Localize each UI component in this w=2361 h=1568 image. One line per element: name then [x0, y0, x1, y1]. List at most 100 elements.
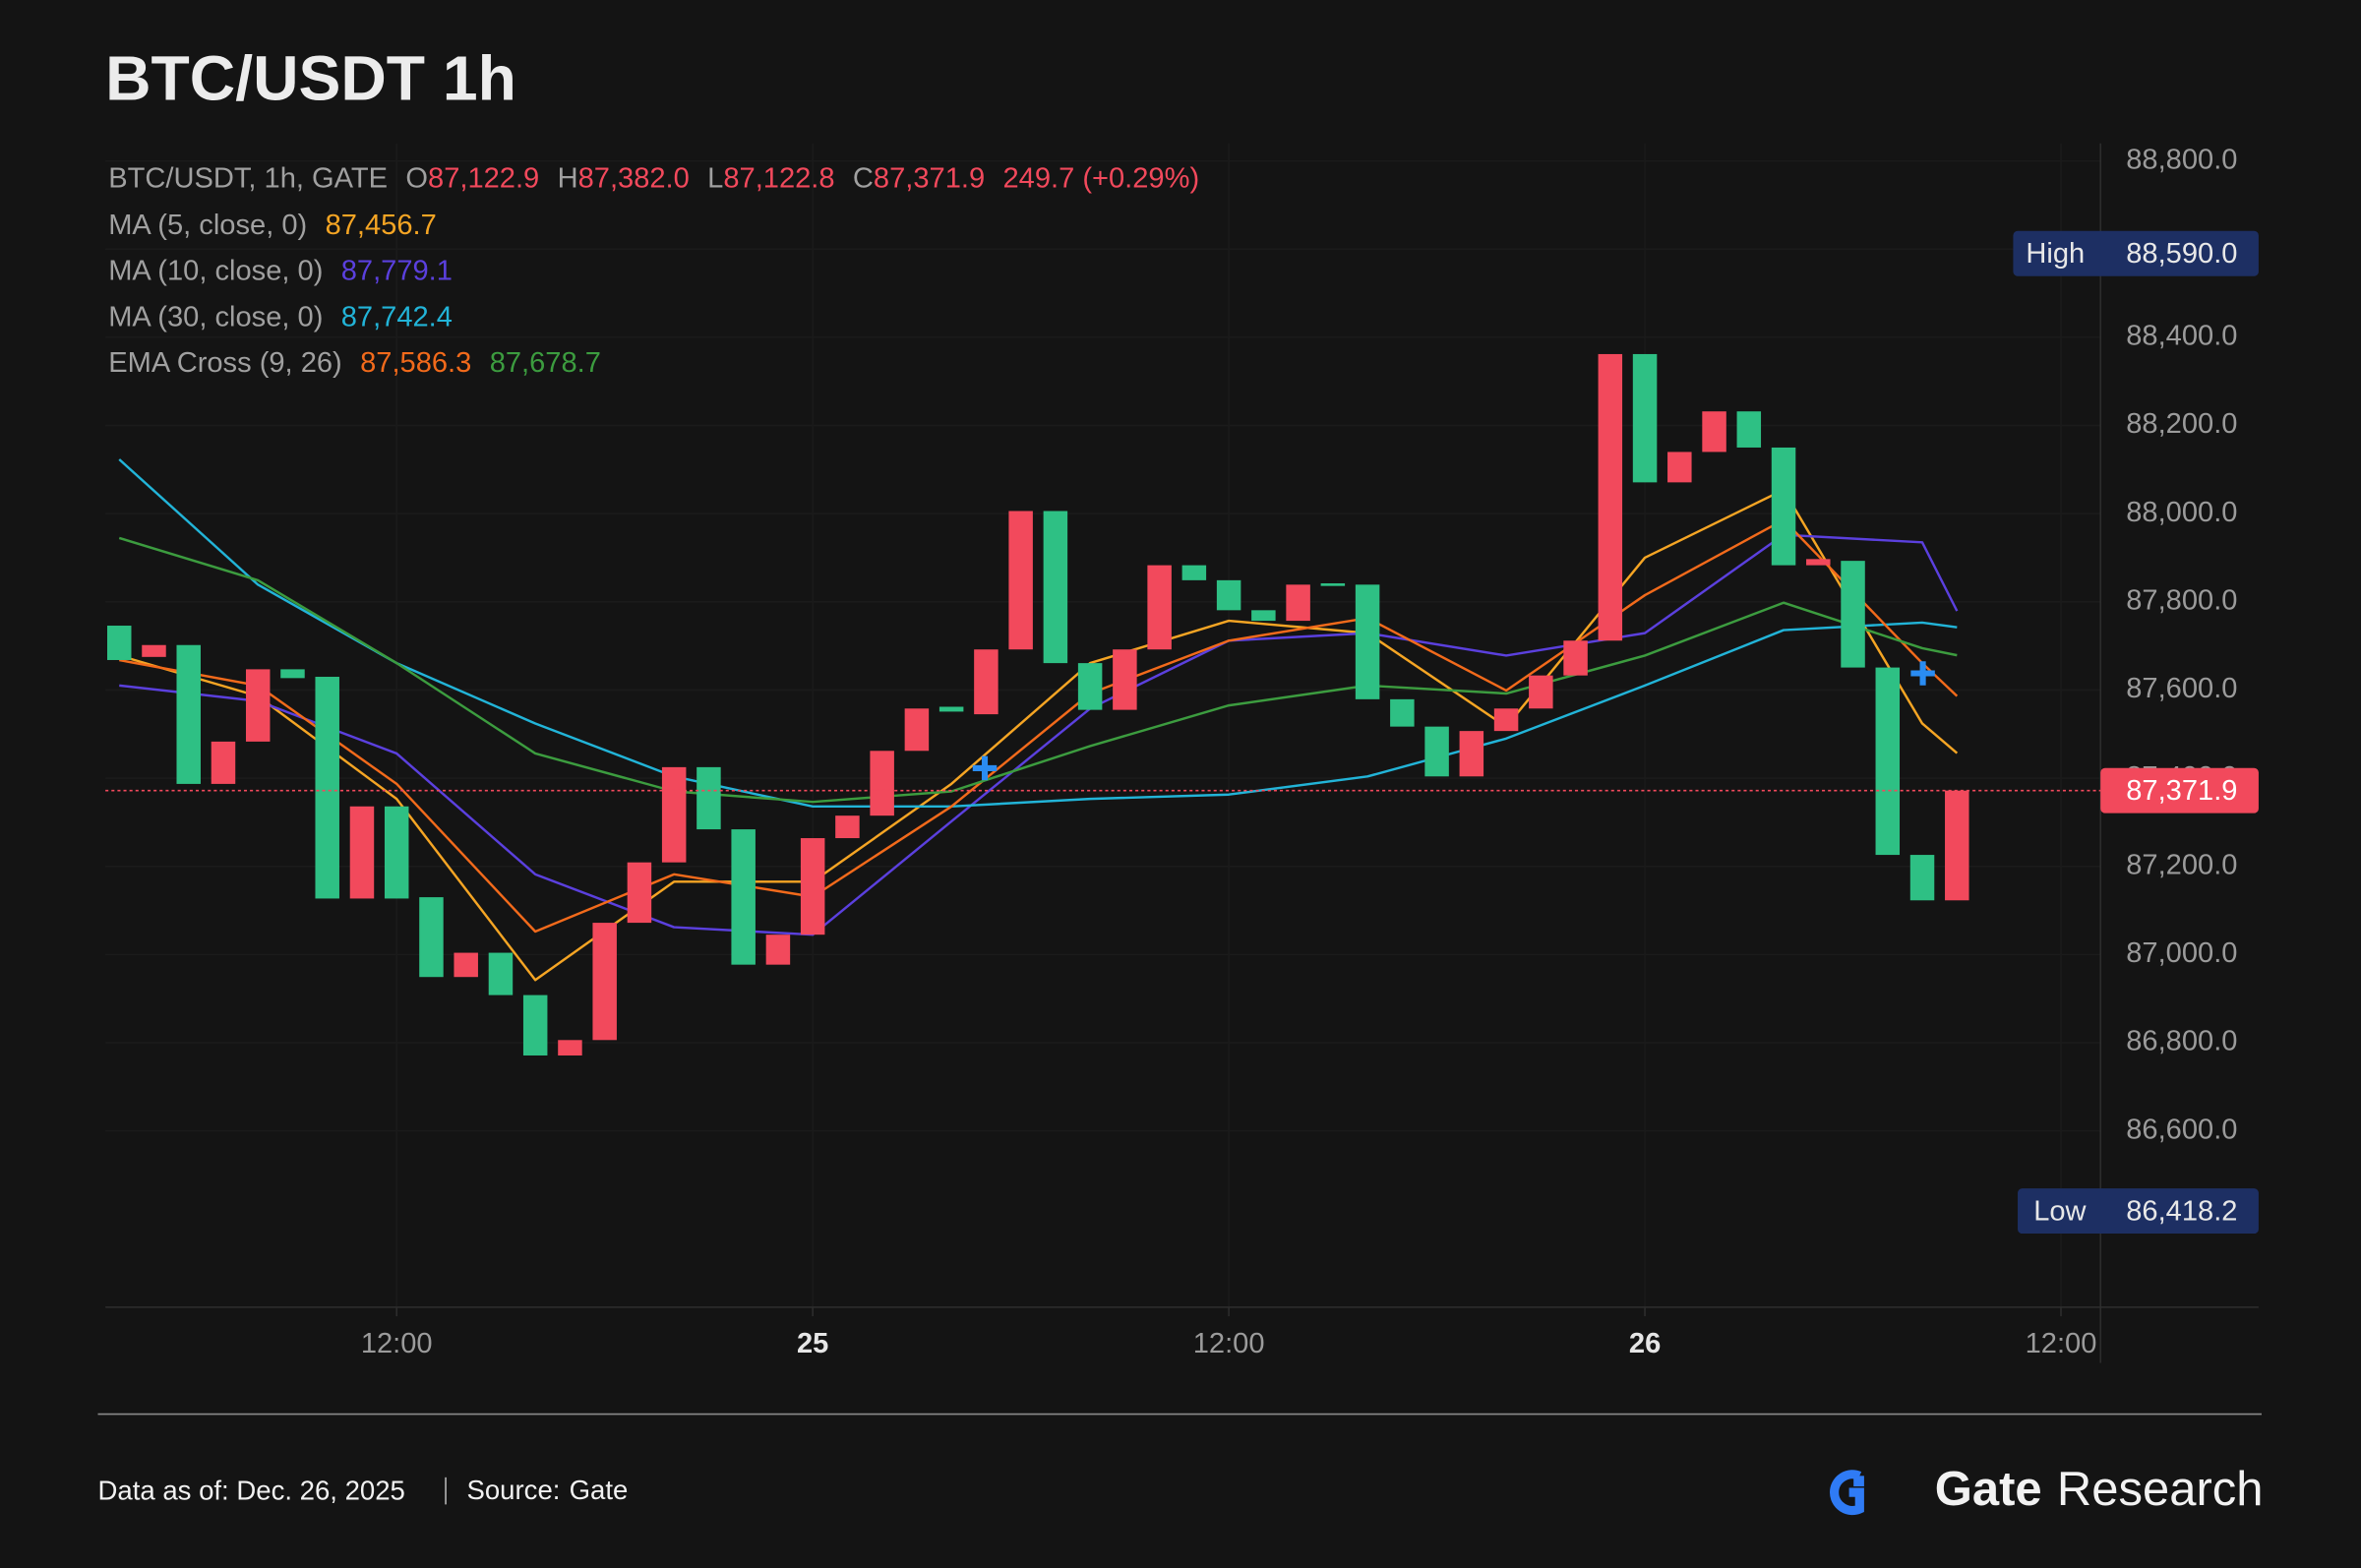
high-badge	[2013, 230, 2259, 276]
candle-body	[1632, 353, 1658, 483]
candle-body	[280, 669, 305, 679]
candle-body	[522, 995, 548, 1055]
candle-body	[1875, 667, 1901, 856]
candle-body	[1529, 675, 1553, 709]
candle-body	[1459, 731, 1484, 777]
candle-body	[870, 751, 894, 816]
indicator-line	[118, 458, 1958, 809]
candle-body	[1667, 452, 1692, 483]
legend-row: MA (10, close, 0) 87,779.1	[108, 255, 453, 286]
header-key: O	[405, 162, 428, 194]
candle-body	[1945, 790, 1969, 901]
header-symbol: BTC/USDT, 1h, GATE	[108, 162, 388, 194]
candle-body	[1424, 726, 1449, 777]
footer-note: Data as of: Dec. 26, 2025	[97, 1475, 404, 1505]
candle-body	[1702, 411, 1726, 452]
legend-name: EMA Cross (9, 26)	[108, 347, 342, 379]
candle-body	[1043, 511, 1068, 664]
candle-body	[731, 829, 756, 965]
chart-title: BTC/USDT 1h	[105, 42, 516, 113]
candle-body	[176, 644, 201, 784]
signal-marker	[1910, 661, 1935, 686]
x-tick-label: 26	[1629, 1328, 1661, 1359]
legend-row: BTC/USDT, 1h, GATE O87,122.9 H87,382.0 L87,…	[108, 162, 1199, 194]
legend-row: MA (5, close, 0) 87,456.7	[108, 210, 437, 241]
candle-body	[1320, 582, 1346, 586]
header-key: L	[707, 162, 723, 194]
last-price-label: 87,371.9	[2126, 775, 2237, 807]
candle-body	[384, 806, 409, 899]
candle-body	[1390, 698, 1415, 727]
brand-name: Gate	[1935, 1463, 2042, 1516]
header-value: 87,371.9	[874, 162, 985, 194]
candle-body	[1286, 584, 1310, 622]
footer-source: Source: Gate	[466, 1475, 628, 1505]
header-key: H	[558, 162, 578, 194]
y-tick-label: 88,200.0	[2126, 408, 2237, 440]
candle-body	[419, 897, 444, 978]
high-badge-value: 88,590.0	[2126, 238, 2237, 270]
candle-body	[974, 649, 999, 715]
candle-body	[211, 741, 236, 784]
signal-marker	[972, 755, 998, 781]
candle-body	[1147, 565, 1172, 650]
candle-body	[1909, 855, 1935, 901]
source-label: Source:	[466, 1475, 560, 1505]
legend-row: MA (30, close, 0) 87,742.4	[108, 301, 453, 332]
y-tick-label: 87,800.0	[2126, 585, 2237, 617]
brand-suffix: Research	[2057, 1463, 2264, 1516]
x-tick-label: 12:00	[361, 1328, 433, 1359]
candle-body	[454, 952, 478, 978]
low-badge	[2018, 1188, 2259, 1235]
candle-body	[1251, 610, 1276, 622]
indicator-line	[118, 536, 1958, 804]
axes: 86,600.086,800.087,000.087,200.087,400.0…	[105, 144, 2259, 1359]
candle-body	[835, 815, 860, 839]
candle-body	[661, 766, 687, 863]
header-value: 87,122.9	[428, 162, 539, 194]
header-value: 87,122.8	[723, 162, 834, 194]
candle-body	[1771, 447, 1796, 566]
y-tick-label: 88,000.0	[2126, 497, 2237, 528]
legend-value: 87,779.1	[341, 255, 453, 286]
candle-body	[488, 952, 514, 995]
brand: Gate Research	[1935, 1463, 2264, 1516]
legend-value: 87,586.3	[360, 347, 471, 379]
candle-body	[1841, 561, 1865, 668]
candle-body	[938, 706, 964, 712]
y-tick-label: 86,600.0	[2126, 1114, 2237, 1145]
indicator-line	[118, 488, 1959, 982]
candle-body	[592, 923, 617, 1041]
y-tick-label: 87,200.0	[2126, 849, 2237, 880]
y-tick-label: 86,800.0	[2126, 1026, 2237, 1057]
legend-value: 87,456.7	[326, 210, 437, 241]
candle-body	[627, 862, 652, 924]
candle-body	[1598, 353, 1623, 641]
candle-body	[1181, 565, 1207, 580]
candle-body	[349, 806, 375, 899]
low-badge-label: Low	[2033, 1195, 2087, 1227]
y-tick-label: 88,400.0	[2126, 321, 2237, 352]
legend-row: EMA Cross (9, 26) 87,586.3 87,678.7	[108, 347, 601, 379]
candle-body	[245, 669, 271, 742]
brand-logo	[1830, 1470, 1864, 1516]
candle-body	[765, 935, 791, 965]
legend-name: MA (10, close, 0)	[108, 255, 323, 286]
y-tick-label: 87,000.0	[2126, 937, 2237, 969]
candles	[106, 353, 1969, 1055]
header-key: C	[853, 162, 874, 194]
candle-body	[1077, 663, 1103, 710]
candle-body	[142, 644, 166, 657]
source-name: Gate	[570, 1475, 629, 1505]
indicators	[118, 458, 1959, 982]
candle-body	[1355, 584, 1380, 699]
legend: BTC/USDT, 1h, GATE O87,122.9 H87,382.0 L87,…	[108, 162, 1199, 379]
candle-body	[696, 766, 721, 830]
low-badge-value: 86,418.2	[2126, 1195, 2237, 1227]
candle-body	[1008, 511, 1033, 650]
candle-body	[1216, 579, 1241, 611]
legend-value: 87,742.4	[341, 301, 453, 332]
header-value: 87,382.0	[578, 162, 690, 194]
candle-body	[1806, 559, 1831, 566]
